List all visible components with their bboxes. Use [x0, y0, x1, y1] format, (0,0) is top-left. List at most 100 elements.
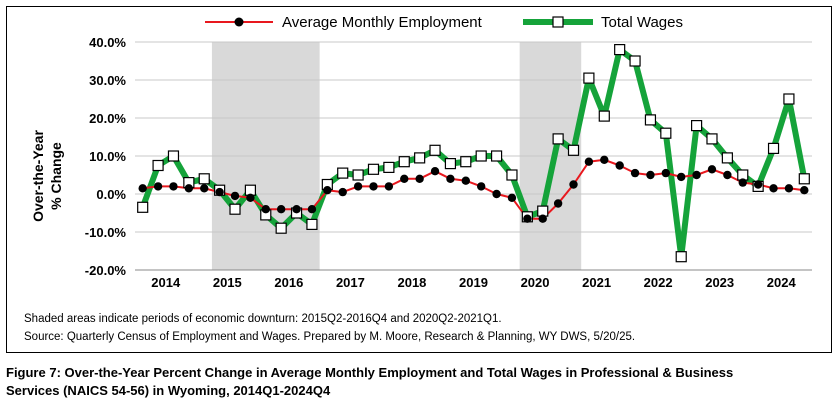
employment-point-2018Q4: [430, 167, 440, 176]
employment-point-2018Q1: [384, 182, 394, 191]
employment-point-2017Q3: [353, 182, 363, 191]
employment-point-2024Q2: [769, 184, 778, 193]
total-wages-point-2024Q2: [767, 142, 780, 154]
employment-point-2019Q3: [476, 182, 486, 191]
employment-point-2015Q4: [246, 193, 255, 202]
x-tick-label-2021: 2021: [582, 275, 611, 290]
x-tick-label-2024: 2024: [767, 275, 797, 290]
employment-point-2014Q4: [184, 184, 194, 193]
total-wages-point-2017Q2: [337, 167, 349, 179]
y-tick-label: 20.0%: [89, 111, 126, 126]
employment-point-2023Q3: [723, 170, 732, 180]
employment-point-2021Q2: [584, 157, 594, 166]
employment-point-2018Q3: [415, 174, 424, 183]
employment-point-2022Q3: [661, 168, 671, 178]
total-wages-point-2021Q4: [614, 43, 626, 56]
x-tick-label-2015: 2015: [213, 275, 242, 290]
employment-point-2015Q3: [230, 191, 240, 201]
employment-point-2019Q2: [461, 176, 471, 185]
employment-point-2019Q1: [446, 174, 455, 183]
employment-point-2014Q2: [153, 182, 163, 191]
employment-point-2020Q3: [538, 214, 547, 223]
note-shading: Shaded areas indicate periods of economi…: [24, 313, 502, 325]
employment-point-2016Q3: [292, 205, 301, 214]
total-wages-point-2018Q3: [414, 152, 426, 164]
total-wages-point-2018Q1: [383, 161, 395, 173]
employment-point-2020Q1: [507, 193, 517, 202]
employment-point-2014Q3: [169, 182, 178, 191]
chart: -20.0% -10.0% 0.0% 10.0% 20.0% 30.0% 40.0% 2014…: [30, 14, 812, 290]
employment-point-2022Q2: [646, 170, 655, 180]
x-tick-label-2022: 2022: [644, 275, 673, 290]
legend-wages-marker: [552, 16, 564, 28]
employment-point-2017Q2: [338, 187, 347, 197]
total-wages-point-2022Q3: [660, 127, 672, 139]
employment-point-2016Q4: [307, 205, 317, 214]
employment-point-2017Q4: [369, 182, 378, 191]
total-wages-point-2014Q3: [167, 150, 180, 162]
employment-point-2018Q2: [400, 174, 409, 183]
total-wages-point-2018Q4: [429, 144, 441, 156]
employment-point-2023Q1: [692, 170, 701, 180]
employment-point-2015Q1: [200, 184, 209, 193]
employment-point-2016Q1: [261, 205, 270, 214]
note-source: Source: Quarterly Census of Employment a…: [24, 331, 636, 343]
employment-point-2015Q2: [215, 187, 224, 197]
x-tick-label-2023: 2023: [705, 275, 734, 290]
y-tick-label: -20.0%: [85, 263, 127, 278]
total-wages-point-2024Q4: [798, 173, 810, 185]
employment-point-2014Q1: [138, 184, 147, 193]
total-wages-point-2015Q1: [198, 173, 210, 185]
x-tick-label-2020: 2020: [521, 275, 550, 290]
total-wages-point-2023Q1: [691, 119, 703, 132]
employment-point-2016Q2: [276, 205, 286, 214]
total-wages-point-2022Q1: [629, 55, 641, 67]
y-tick-label: 10.0%: [89, 149, 126, 164]
employment-point-2023Q2: [707, 165, 717, 174]
total-wages-point-2019Q3: [475, 150, 487, 162]
series-markers: [137, 43, 810, 263]
total-wages-point-2020Q4: [552, 133, 564, 145]
caption-line-2: Services (NAICS 54-56) in Wyoming, 2014Q…: [6, 383, 331, 398]
total-wages-point-2017Q3: [352, 169, 364, 181]
total-wages-point-2024Q3: [783, 93, 795, 105]
total-wages-point-2014Q1: [137, 201, 149, 213]
total-wages-point-2016Q4: [306, 218, 318, 230]
employment-point-2021Q4: [615, 161, 624, 170]
employment-point-2023Q4: [738, 178, 747, 187]
employment-point-2019Q4: [492, 189, 501, 199]
total-wages-point-2023Q3: [721, 152, 733, 164]
y-axis-label-line1: Over-the-Year: [30, 130, 46, 222]
figure-caption: Figure 7: Over-the-Year Percent Change i…: [6, 364, 832, 400]
total-wages-point-2020Q1: [506, 169, 518, 181]
total-wages-point-2016Q2: [275, 222, 287, 234]
employment-point-2022Q4: [677, 172, 686, 182]
total-wages-point-2021Q3: [598, 110, 610, 122]
x-tick-label-2019: 2019: [459, 275, 488, 290]
y-tick-label: 30.0%: [89, 73, 126, 88]
total-wages-point-2019Q4: [490, 150, 503, 162]
employment-point-2017Q1: [323, 186, 332, 195]
employment-point-2024Q3: [784, 184, 794, 193]
employment-point-2022Q1: [630, 168, 640, 178]
x-tick-label-2017: 2017: [336, 275, 365, 290]
y-tick-label: 40.0%: [89, 35, 126, 50]
legend-wages-label: Total Wages: [601, 14, 683, 31]
figure-frame: [6, 6, 832, 353]
total-wages-point-2015Q3: [229, 203, 241, 215]
x-tick-label-2016: 2016: [274, 275, 303, 290]
total-wages-point-2014Q2: [152, 159, 164, 172]
total-wages-point-2019Q1: [444, 158, 457, 170]
legend: Average Monthly Employment Total Wages: [205, 14, 683, 31]
total-wages-point-2021Q1: [567, 144, 580, 156]
total-wages-point-2021Q2: [583, 72, 595, 84]
axes: -20.0% -10.0% 0.0% 10.0% 20.0% 30.0% 40.0% 2014…: [85, 35, 812, 290]
caption-line-1: Figure 7: Over-the-Year Percent Change i…: [6, 365, 734, 380]
y-tick-label: -10.0%: [85, 225, 127, 240]
y-axis-label-line2: % Change: [48, 142, 64, 210]
employment-point-2024Q4: [800, 186, 809, 195]
employment-point-2021Q3: [600, 155, 609, 164]
total-wages-point-2018Q2: [398, 156, 410, 168]
x-tick-label-2018: 2018: [397, 275, 426, 290]
employment-point-2021Q1: [569, 180, 578, 189]
